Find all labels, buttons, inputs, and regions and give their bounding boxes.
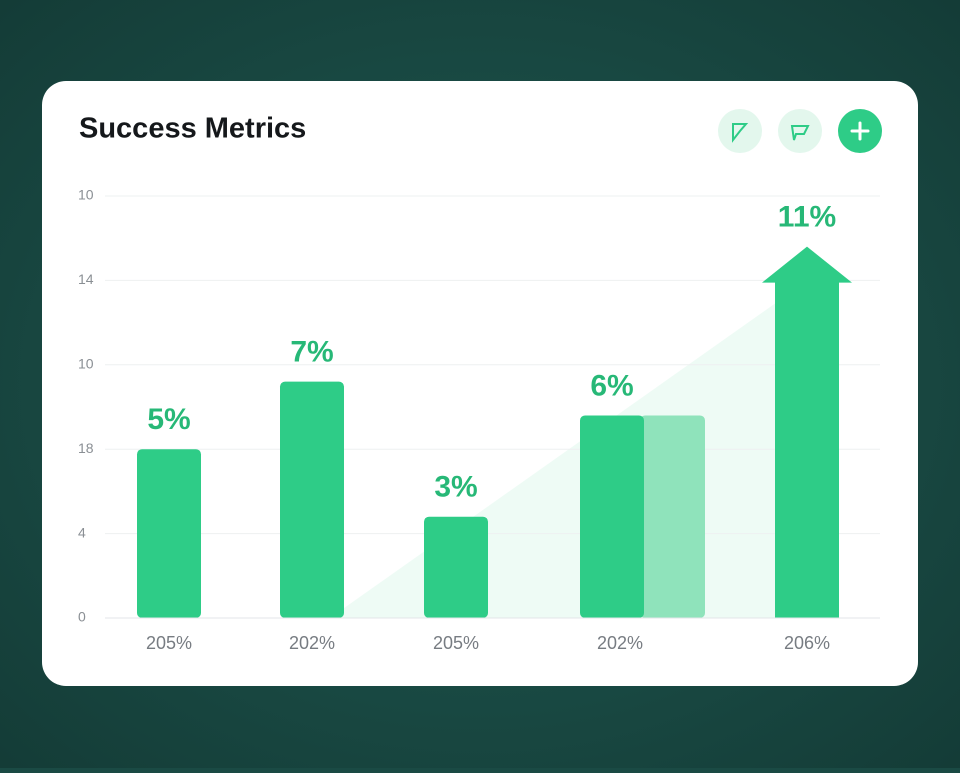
x-tick-label: 205%: [433, 633, 479, 653]
comment-button[interactable]: [778, 109, 822, 153]
value-label: 5%: [147, 403, 190, 436]
x-tick-label: 205%: [146, 633, 192, 653]
x-tick-label: 206%: [784, 633, 830, 653]
value-label: 11%: [778, 201, 836, 234]
y-tick-label: 10: [78, 356, 94, 372]
comment-icon[interactable]: [790, 125, 810, 141]
value-label: 6%: [590, 369, 633, 402]
bar: [580, 415, 644, 618]
bar: [762, 246, 852, 618]
bar: [137, 449, 201, 618]
value-label: 7%: [290, 336, 333, 369]
bar: [280, 381, 344, 618]
comment-button-bg[interactable]: [778, 109, 822, 153]
bar-shadow: [640, 415, 705, 618]
bar: [424, 516, 488, 618]
y-tick-label: 14: [78, 271, 94, 287]
edit-button[interactable]: [718, 109, 762, 153]
y-tick-label: 4: [78, 524, 86, 540]
y-tick-label: 18: [78, 440, 94, 456]
x-tick-label: 202%: [597, 633, 643, 653]
chart-title: Success Metrics: [79, 113, 306, 145]
add-button[interactable]: [838, 109, 882, 153]
y-tick-label: 10: [78, 187, 94, 203]
edit-icon[interactable]: [732, 123, 749, 143]
value-label: 3%: [434, 471, 477, 504]
x-tick-label: 202%: [289, 633, 335, 653]
add-icon[interactable]: [850, 121, 870, 141]
y-tick-label: 0: [78, 609, 86, 625]
